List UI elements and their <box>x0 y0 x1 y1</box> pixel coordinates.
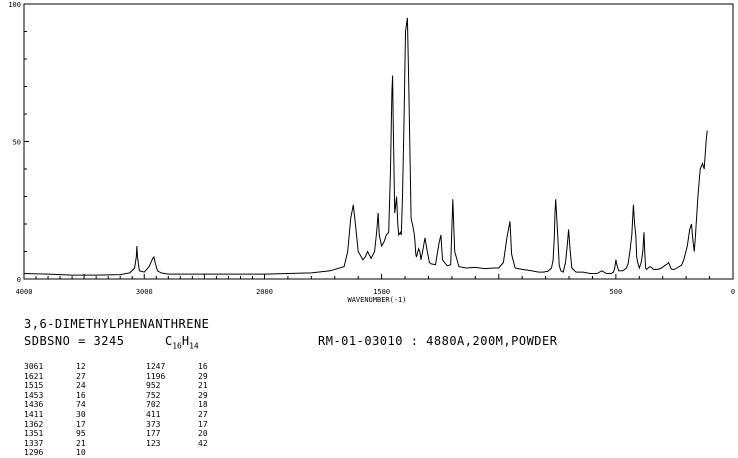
peak-intensity: 17 <box>198 419 208 429</box>
peak-wavenumber: 1247 <box>146 362 166 371</box>
y-tick-label: 0 <box>17 276 21 284</box>
peak-wavenumber: 123 <box>146 438 161 448</box>
peak-row: 1296 10 <box>24 448 86 458</box>
peak-wavenumber: 3061 <box>24 362 44 371</box>
peak-intensity: 16 <box>76 390 86 400</box>
x-axis: 4000 3000 2000 1500 500 0 <box>16 274 735 296</box>
peak-intensity: 27 <box>198 409 208 419</box>
peak-row: 1621 27 <box>24 372 86 382</box>
plot-frame <box>23 3 734 280</box>
measurement-conditions: RM-01-03010 : 4880A,200M,POWDER <box>318 334 558 348</box>
peak-row: 123 42 <box>146 439 208 449</box>
peak-row: 952 21 <box>146 381 208 391</box>
peak-intensity: 27 <box>76 371 86 381</box>
peak-wavenumber: 411 <box>146 409 161 419</box>
peak-intensity: 12 <box>76 362 86 371</box>
peak-wavenumber: 1411 <box>24 409 44 419</box>
formula-h: H <box>181 334 190 348</box>
sdbs-number: SDBSNO = 3245 <box>24 334 125 348</box>
peak-wavenumber: 373 <box>146 419 161 429</box>
peak-intensity: 95 <box>76 429 86 439</box>
x-axis-label: WAVENUMBER(-1) <box>347 296 406 304</box>
peak-row: 1411 30 <box>24 410 86 420</box>
peak-intensity: 18 <box>198 400 208 410</box>
spectrum-line <box>23 17 708 276</box>
plot-border <box>23 3 734 280</box>
formula-c-count: 16 <box>172 341 182 351</box>
y-tick-label: 50 <box>13 139 21 147</box>
peak-row: 1337 21 <box>24 439 86 449</box>
peak-row: 1247 16 <box>146 362 208 372</box>
peak-table-column-1: 3061 12 1621 27 1515 24 1453 16 1436 74 1411 30 1362… <box>24 362 86 458</box>
x-tick-label: 0 <box>731 288 735 296</box>
x-tick-label: 3000 <box>136 288 153 296</box>
peak-wavenumber: 952 <box>146 381 161 391</box>
peak-intensity: 21 <box>76 438 86 448</box>
peak-wavenumber: 1337 <box>24 438 44 448</box>
peak-intensity: 29 <box>198 371 208 381</box>
peak-row: 1351 95 <box>24 429 86 439</box>
peak-table-column-2: 1247 16 1196 29 952 21 752 29 702 18 411 27 373 17 177… <box>146 362 208 448</box>
peak-row: 1196 29 <box>146 372 208 382</box>
peak-intensity: 29 <box>198 390 208 400</box>
x-tick-label: 500 <box>610 288 623 296</box>
peak-row: 1515 24 <box>24 381 86 391</box>
peak-intensity: 74 <box>76 400 86 410</box>
peak-wavenumber: 1436 <box>24 400 44 410</box>
peak-row: 1362 17 <box>24 420 86 430</box>
peak-row: 3061 12 <box>24 362 86 372</box>
peak-wavenumber: 1621 <box>24 371 44 381</box>
peak-wavenumber: 177 <box>146 429 161 439</box>
peak-wavenumber: 1362 <box>24 419 44 429</box>
peak-wavenumber: 1351 <box>24 429 44 439</box>
peak-intensity: 10 <box>76 448 86 458</box>
y-tick-label: 100 <box>8 1 21 9</box>
peak-intensity: 42 <box>198 438 208 448</box>
compound-name: 3,6-DIMETHYLPHENANTHRENE <box>24 317 210 331</box>
peak-intensity: 21 <box>198 381 208 391</box>
peak-row: 411 27 <box>146 410 208 420</box>
formula-h-count: 14 <box>189 341 199 351</box>
peak-wavenumber: 1296 <box>24 448 44 458</box>
peak-intensity: 16 <box>198 362 208 371</box>
peak-wavenumber: 752 <box>146 390 161 400</box>
peak-row: 177 20 <box>146 429 208 439</box>
x-tick-label: 2000 <box>256 288 273 296</box>
peak-intensity: 30 <box>76 409 86 419</box>
peak-intensity: 20 <box>198 429 208 439</box>
peak-wavenumber: 1453 <box>24 390 44 400</box>
peak-intensity: 17 <box>76 419 86 429</box>
formula-c: C <box>165 334 173 348</box>
x-tick-label: 4000 <box>16 288 33 296</box>
peak-row: 373 17 <box>146 420 208 430</box>
peak-intensity: 24 <box>76 381 86 391</box>
peak-row: 1436 74 <box>24 400 86 410</box>
peak-row: 752 29 <box>146 391 208 401</box>
molecular-formula: C16H14 <box>165 334 199 350</box>
peak-row: 702 18 <box>146 400 208 410</box>
peak-wavenumber: 1196 <box>146 371 166 381</box>
peak-wavenumber: 1515 <box>24 381 44 391</box>
peak-row: 1453 16 <box>24 391 86 401</box>
y-axis: 100 50 0 <box>8 1 29 284</box>
peak-wavenumber: 702 <box>146 400 161 410</box>
x-tick-label: 1500 <box>373 288 390 296</box>
